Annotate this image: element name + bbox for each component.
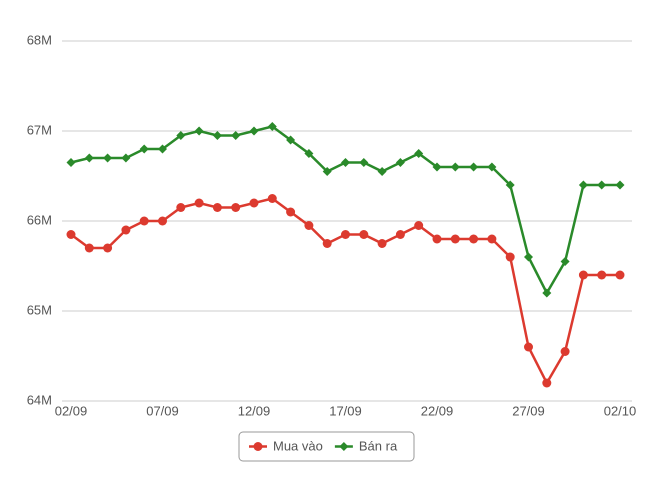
point (432, 234, 442, 244)
point (560, 257, 570, 266)
series (66, 194, 625, 388)
point (194, 126, 204, 136)
x-tick-label: 07/09 (146, 403, 179, 418)
legend-label: Bán ra (359, 438, 398, 453)
y-tick-label: 68M (27, 32, 52, 47)
point (139, 216, 149, 226)
y-tick-label: 66M (27, 212, 52, 227)
point (267, 122, 277, 131)
point (176, 131, 186, 140)
point (103, 153, 113, 163)
point (615, 180, 625, 190)
y-tick-label: 64M (27, 392, 52, 407)
point (542, 288, 552, 298)
point (231, 203, 241, 212)
point (377, 239, 387, 248)
y-tick-label: 65M (27, 302, 52, 317)
point (322, 167, 332, 176)
point (341, 230, 350, 239)
point (139, 144, 149, 154)
point (158, 216, 167, 226)
series (66, 122, 625, 298)
point (84, 243, 94, 253)
point (249, 126, 259, 136)
point (66, 158, 76, 167)
point (469, 162, 479, 172)
point (377, 167, 387, 176)
y-tick-label: 67M (27, 122, 52, 137)
point (304, 221, 314, 230)
point (158, 144, 167, 154)
point (578, 270, 588, 280)
point (286, 135, 296, 145)
point (578, 180, 588, 190)
point (395, 158, 405, 167)
point (615, 270, 625, 280)
x-tick-label: 27/09 (512, 403, 545, 418)
point (341, 158, 350, 167)
point (103, 243, 113, 253)
legend: Mua vào Bán ra (238, 431, 415, 462)
point (231, 131, 241, 140)
x-tick-label: 17/09 (329, 403, 362, 418)
point (450, 234, 460, 244)
point (542, 378, 552, 388)
point (267, 194, 277, 203)
point (395, 230, 405, 239)
point (84, 153, 94, 163)
point (505, 180, 515, 190)
point (560, 347, 570, 356)
point (524, 252, 533, 262)
point (253, 442, 263, 451)
point (212, 203, 222, 212)
legend-label: Mua vào (273, 438, 323, 453)
point (597, 180, 607, 190)
point (322, 239, 332, 248)
line (70, 197, 620, 386)
point (414, 221, 424, 230)
line (70, 125, 620, 296)
point (121, 153, 131, 163)
point (194, 198, 204, 208)
point (524, 342, 533, 352)
point (212, 131, 222, 140)
point (414, 149, 424, 158)
point (505, 252, 515, 262)
point (249, 198, 259, 208)
point (359, 158, 369, 167)
point (304, 149, 314, 158)
point (359, 230, 369, 239)
x-tick-label: 22/09 (421, 403, 454, 418)
point (597, 270, 607, 280)
point (286, 207, 296, 217)
point (469, 234, 479, 244)
point (176, 203, 186, 212)
x-tick-label: 12/09 (238, 403, 271, 418)
point (487, 162, 497, 172)
point (66, 230, 76, 239)
point (487, 234, 497, 244)
legend-box (238, 431, 415, 462)
x-tick-label: 02/10 (604, 403, 637, 418)
point (339, 442, 349, 451)
point (432, 162, 442, 172)
x-tick-label: 02/09 (55, 403, 88, 418)
point (450, 162, 460, 172)
point (121, 225, 131, 235)
